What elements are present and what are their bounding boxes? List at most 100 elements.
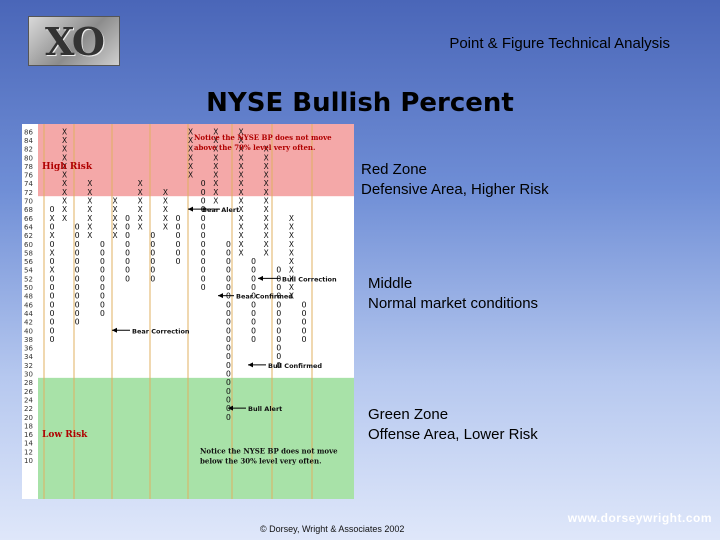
y-tick-label: 56 (24, 258, 33, 266)
pf-mark: X (239, 248, 244, 257)
bull-alert-label: Bull Alert (248, 405, 282, 413)
pf-mark: O (201, 248, 206, 257)
pf-mark: O (50, 240, 55, 249)
pf-mark: X (163, 188, 168, 197)
pf-mark: X (62, 179, 67, 188)
pf-mark: X (188, 171, 193, 180)
pf-mark: O (201, 214, 206, 223)
pf-mark: O (226, 352, 231, 361)
pf-mark: X (163, 222, 168, 231)
pf-mark: O (150, 274, 155, 283)
pf-mark: O (100, 292, 105, 301)
pf-mark: O (150, 240, 155, 249)
pf-mark: X (289, 283, 294, 292)
pf-mark: O (50, 205, 55, 214)
pf-mark: X (188, 162, 193, 171)
pf-mark: X (50, 231, 55, 240)
y-tick-label: 22 (24, 405, 33, 413)
pf-mark: X (289, 266, 294, 275)
pf-mark: X (213, 197, 218, 206)
pf-mark: O (50, 274, 55, 283)
pf-mark: X (188, 145, 193, 154)
pf-mark: X (87, 222, 92, 231)
pf-mark: X (213, 162, 218, 171)
pf-mark: O (75, 257, 80, 266)
pf-mark: X (264, 214, 269, 223)
pf-mark: X (213, 179, 218, 188)
pf-mark: O (226, 300, 231, 309)
pf-mark: O (201, 231, 206, 240)
pf-mark: O (100, 300, 105, 309)
pf-mark: X (62, 136, 67, 145)
middle-zone-description: Middle Normal market conditions (368, 274, 538, 314)
pf-mark: X (264, 197, 269, 206)
y-tick-label: 18 (24, 422, 33, 430)
middle-zone-title: Middle (368, 275, 413, 292)
pf-mark: O (75, 309, 80, 318)
pf-mark: O (226, 413, 231, 422)
pf-mark: X (62, 145, 67, 154)
y-tick-label: 20 (24, 414, 33, 422)
pf-mark: O (226, 240, 231, 249)
pf-mark: O (302, 309, 307, 318)
pf-mark: X (213, 145, 218, 154)
bear-confirmed-label: Bear Confirmed (236, 293, 293, 301)
pf-mark: O (226, 318, 231, 327)
pf-mark: X (138, 222, 143, 231)
pf-mark: O (251, 292, 256, 301)
pf-mark: X (213, 127, 218, 136)
pf-mark: O (75, 292, 80, 301)
pf-mark: X (138, 205, 143, 214)
pf-mark: X (87, 214, 92, 223)
pf-mark: O (50, 257, 55, 266)
y-tick-label: 82 (24, 146, 33, 154)
pf-mark: X (239, 153, 244, 162)
pf-mark: O (201, 197, 206, 206)
y-tick-label: 76 (24, 172, 33, 180)
pf-mark: X (239, 127, 244, 136)
pf-mark: X (289, 240, 294, 249)
pf-mark: O (276, 309, 281, 318)
pf-mark: O (276, 266, 281, 275)
pf-mark: X (87, 188, 92, 197)
green-zone-band (38, 377, 354, 499)
pf-mark: X (213, 171, 218, 180)
pf-mark: X (87, 205, 92, 214)
pf-mark: O (75, 274, 80, 283)
bear-correction-label: Bear Correction (132, 327, 190, 335)
pf-mark: O (251, 266, 256, 275)
y-tick-label: 38 (24, 336, 33, 344)
pf-mark: O (176, 248, 181, 257)
bear-alert-label: Bear Alert (202, 206, 239, 214)
pf-mark: O (75, 300, 80, 309)
pf-mark: X (87, 231, 92, 240)
pf-mark: O (226, 378, 231, 387)
pf-mark: X (188, 127, 193, 136)
pf-mark: X (50, 266, 55, 275)
pf-mark: X (62, 171, 67, 180)
pf-mark: X (239, 231, 244, 240)
pf-mark: X (213, 153, 218, 162)
pf-mark: O (276, 352, 281, 361)
pf-mark: O (276, 300, 281, 309)
pf-mark: O (251, 257, 256, 266)
pf-mark: O (125, 257, 130, 266)
bull-alert-arrowhead (228, 405, 233, 411)
pf-mark: X (289, 214, 294, 223)
y-tick-label: 36 (24, 345, 33, 353)
pf-mark: X (138, 214, 143, 223)
pf-mark: O (150, 231, 155, 240)
pf-mark: O (276, 283, 281, 292)
bear-confirmed-arrowhead (218, 293, 223, 299)
pf-mark: X (289, 248, 294, 257)
top-note-line: above the 70% level very often. (194, 143, 315, 152)
y-tick-label: 72 (24, 189, 33, 197)
y-tick-label: 58 (24, 249, 33, 257)
pf-mark: O (226, 370, 231, 379)
website-url[interactable]: www.dorseywright.com (567, 511, 712, 525)
pf-mark: O (50, 300, 55, 309)
pf-mark: O (75, 266, 80, 275)
y-tick-label: 26 (24, 388, 33, 396)
pf-mark: O (251, 309, 256, 318)
bull-confirmed-label: Bull Confirmed (268, 362, 322, 370)
